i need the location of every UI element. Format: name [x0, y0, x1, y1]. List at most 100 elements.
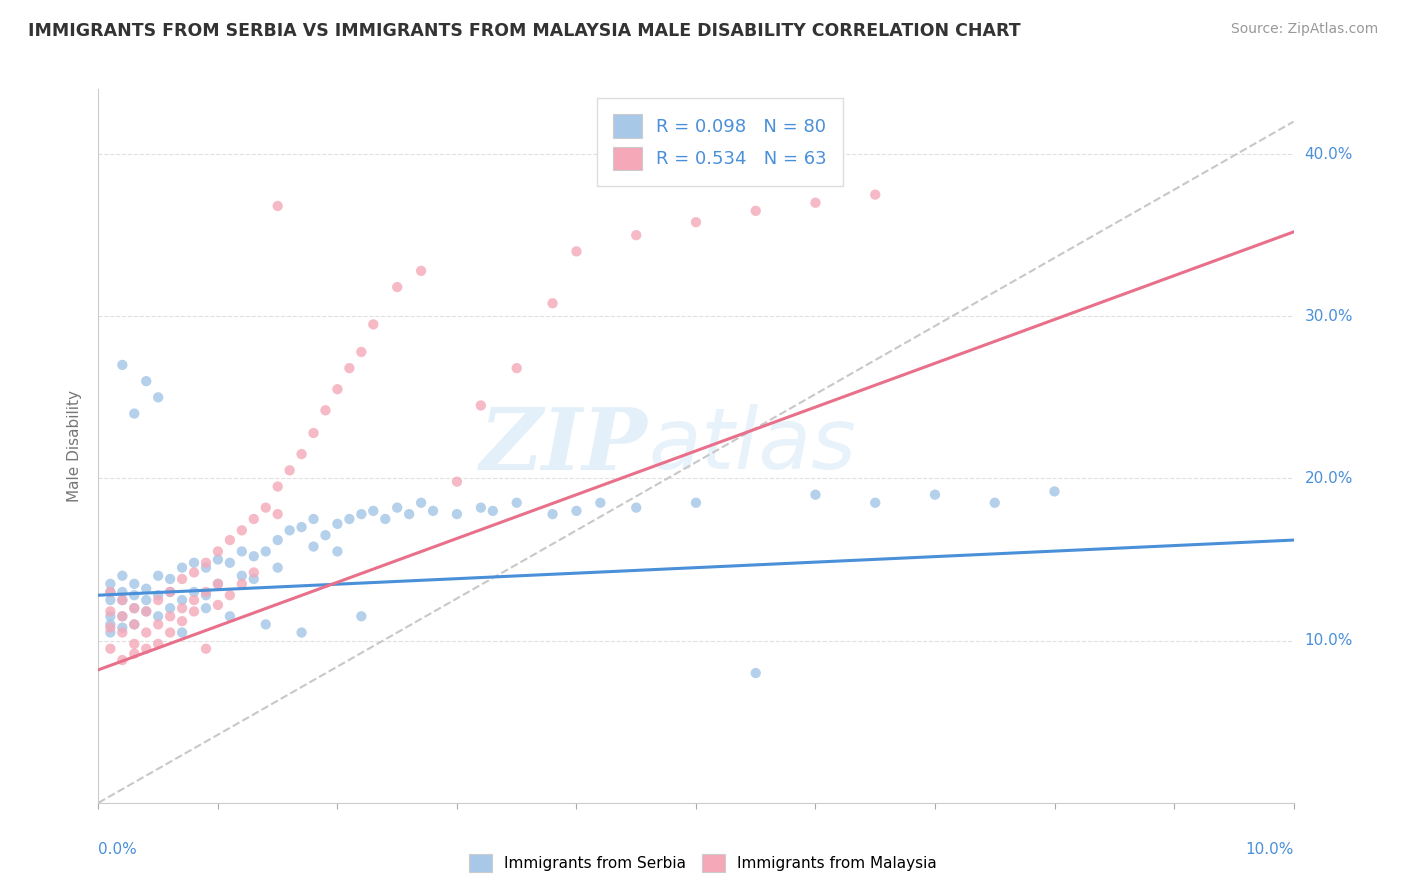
- Point: [124, 617, 146, 632]
- Point: [111, 593, 134, 607]
- Point: [315, 403, 337, 417]
- Point: [172, 625, 194, 640]
- Point: [541, 507, 564, 521]
- Point: [243, 512, 266, 526]
- Point: [111, 593, 134, 607]
- Point: [278, 463, 301, 477]
- Point: [98, 585, 122, 599]
- Point: [589, 496, 612, 510]
- Y-axis label: Male Disability: Male Disability: [67, 390, 83, 502]
- Point: [231, 568, 253, 582]
- Point: [745, 203, 768, 218]
- Point: [148, 609, 170, 624]
- Point: [254, 544, 277, 558]
- Point: [291, 625, 314, 640]
- Point: [685, 496, 707, 510]
- Point: [172, 614, 194, 628]
- Legend: R = 0.098   N = 80, R = 0.534   N = 63: R = 0.098 N = 80, R = 0.534 N = 63: [596, 98, 844, 186]
- Point: [98, 625, 122, 640]
- Point: [219, 533, 242, 547]
- Text: Source: ZipAtlas.com: Source: ZipAtlas.com: [1230, 22, 1378, 37]
- Point: [183, 556, 205, 570]
- Point: [326, 544, 349, 558]
- Point: [159, 601, 181, 615]
- Point: [267, 479, 290, 493]
- Text: 0.0%: 0.0%: [98, 842, 138, 856]
- Point: [565, 504, 588, 518]
- Point: [148, 637, 170, 651]
- Point: [865, 496, 887, 510]
- Point: [98, 593, 122, 607]
- Point: [195, 641, 218, 656]
- Point: [385, 500, 409, 515]
- Point: [470, 500, 492, 515]
- Point: [98, 641, 122, 656]
- Point: [111, 609, 134, 624]
- Point: [111, 653, 134, 667]
- Point: [446, 475, 468, 489]
- Point: [135, 625, 157, 640]
- Point: [148, 588, 170, 602]
- Point: [159, 585, 181, 599]
- Text: IMMIGRANTS FROM SERBIA VS IMMIGRANTS FROM MALAYSIA MALE DISABILITY CORRELATION C: IMMIGRANTS FROM SERBIA VS IMMIGRANTS FRO…: [28, 22, 1021, 40]
- Point: [350, 507, 373, 521]
- Point: [124, 588, 146, 602]
- Point: [254, 500, 277, 515]
- Point: [183, 593, 205, 607]
- Point: [98, 577, 122, 591]
- Point: [804, 488, 827, 502]
- Point: [924, 488, 946, 502]
- Point: [243, 549, 266, 564]
- Text: 40.0%: 40.0%: [1305, 146, 1353, 161]
- Point: [626, 228, 648, 243]
- Point: [219, 588, 242, 602]
- Point: [267, 560, 290, 574]
- Text: 20.0%: 20.0%: [1305, 471, 1353, 486]
- Point: [124, 577, 146, 591]
- Point: [231, 577, 253, 591]
- Point: [422, 504, 444, 518]
- Point: [135, 604, 157, 618]
- Point: [302, 512, 325, 526]
- Point: [111, 358, 134, 372]
- Point: [195, 601, 218, 615]
- Point: [385, 280, 409, 294]
- Point: [135, 641, 157, 656]
- Text: atlas: atlas: [648, 404, 856, 488]
- Point: [111, 609, 134, 624]
- Point: [135, 593, 157, 607]
- Text: 30.0%: 30.0%: [1305, 309, 1353, 324]
- Point: [195, 588, 218, 602]
- Point: [231, 524, 253, 538]
- Point: [98, 617, 122, 632]
- Point: [685, 215, 707, 229]
- Point: [135, 582, 157, 596]
- Point: [111, 621, 134, 635]
- Point: [111, 625, 134, 640]
- Point: [111, 568, 134, 582]
- Point: [98, 604, 122, 618]
- Point: [470, 399, 492, 413]
- Point: [172, 593, 194, 607]
- Point: [865, 187, 887, 202]
- Point: [804, 195, 827, 210]
- Point: [411, 496, 433, 510]
- Point: [219, 556, 242, 570]
- Point: [219, 609, 242, 624]
- Point: [135, 374, 157, 388]
- Point: [159, 572, 181, 586]
- Point: [315, 528, 337, 542]
- Point: [541, 296, 564, 310]
- Point: [124, 407, 146, 421]
- Point: [195, 585, 218, 599]
- Point: [1043, 484, 1066, 499]
- Point: [207, 552, 229, 566]
- Point: [183, 566, 205, 580]
- Point: [984, 496, 1007, 510]
- Point: [172, 560, 194, 574]
- Point: [207, 577, 229, 591]
- Point: [243, 572, 266, 586]
- Point: [326, 382, 349, 396]
- Point: [291, 520, 314, 534]
- Point: [482, 504, 505, 518]
